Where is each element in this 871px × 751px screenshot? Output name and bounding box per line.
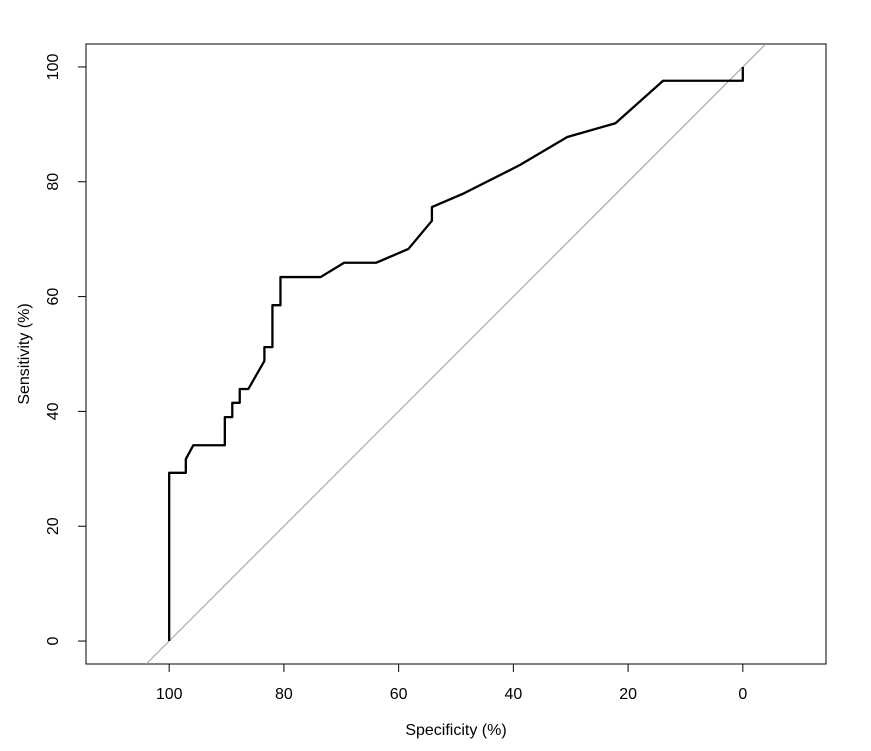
x-tick-label: 0 bbox=[738, 686, 747, 703]
y-tick-label: 0 bbox=[45, 636, 62, 645]
reference-diagonal-line bbox=[145, 44, 767, 664]
x-tick-label: 60 bbox=[390, 686, 408, 703]
y-tick-label: 60 bbox=[45, 288, 62, 306]
y-axis-title: Sensitivity (%) bbox=[16, 303, 33, 404]
x-tick-label: 20 bbox=[619, 686, 637, 703]
x-tick-label: 80 bbox=[275, 686, 293, 703]
plot-area bbox=[145, 44, 767, 664]
y-tick-label: 20 bbox=[45, 517, 62, 535]
x-tick-label: 40 bbox=[504, 686, 522, 703]
x-axis: 100 80 60 40 20 0 bbox=[156, 663, 747, 703]
y-tick-label: 80 bbox=[45, 173, 62, 191]
y-tick-label: 40 bbox=[45, 402, 62, 420]
y-tick-label: 100 bbox=[45, 54, 62, 81]
roc-curve-line bbox=[168, 66, 744, 642]
x-tick-label: 100 bbox=[156, 686, 183, 703]
y-axis: 0 20 40 60 80 100 bbox=[45, 54, 87, 645]
x-axis-title: Specificity (%) bbox=[405, 722, 506, 739]
